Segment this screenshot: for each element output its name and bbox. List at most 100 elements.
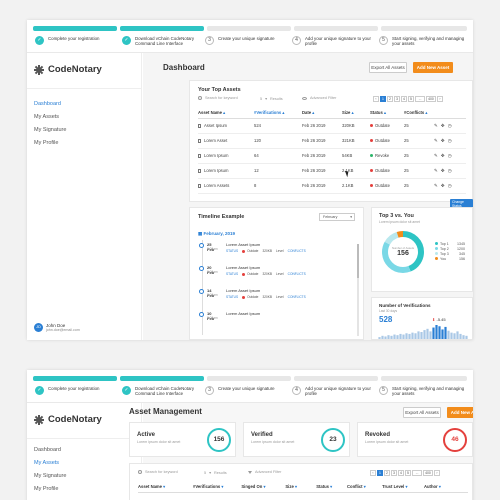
table-row[interactable]: Lorem Ipsum 12 Feb 26 2019 2.1KB Outdate 25 ✎✥… (198, 163, 466, 179)
page-button[interactable]: 5 (408, 96, 414, 102)
top3-card: Top 3 vs. You Lorem ipsum dolor sit amet… (371, 207, 473, 292)
column-header[interactable]: Size ▾ (285, 482, 317, 493)
move-icon[interactable]: ✥ (440, 167, 448, 173)
scrollbar-thumb[interactable] (357, 244, 359, 278)
move-icon[interactable]: ✥ (440, 182, 448, 188)
step-3[interactable]: 3 Create your unique signature (205, 36, 289, 45)
asset-name[interactable]: Lorem Assets (204, 183, 230, 188)
month-select[interactable]: February ▾ (319, 213, 355, 221)
scrollbar-track[interactable] (357, 244, 359, 336)
col-size[interactable]: Size ▴ (342, 108, 370, 119)
edit-icon[interactable]: ✎ (434, 152, 441, 158)
size-cell: 2.1KB (342, 178, 370, 194)
page-button[interactable]: 400 (423, 470, 433, 476)
step-5[interactable]: 5 Start signing, verifying and managing y… (379, 36, 467, 46)
page-button[interactable]: › (434, 470, 440, 476)
page-button[interactable]: › (437, 96, 443, 102)
column-header[interactable]: Status ▾ (316, 482, 347, 493)
page-button[interactable]: 2 (387, 96, 393, 102)
column-header[interactable]: Singed On ▾ (241, 482, 286, 493)
col-date[interactable]: Date ▴ (302, 108, 342, 119)
page-button[interactable]: 2 (384, 470, 390, 476)
history-icon[interactable]: ◷ (447, 122, 455, 128)
conflicts-cell: 25 (404, 118, 434, 134)
asset-name[interactable]: Asset Ipsum (204, 123, 228, 128)
table-row[interactable]: Lorem Ipsum 64 Feb 26 2019 54KB Revoke 25 ✎✥◷ (198, 148, 466, 164)
table-row[interactable]: Lorem Assets 8 Feb 26 2019 2.1KB Outdate 25 ✎✥… (198, 178, 466, 194)
results-selector[interactable]: 5 ▾ Results (204, 470, 227, 476)
page-button[interactable]: ‹ (370, 470, 376, 476)
assets-table: Asset Name ▴ #Verifications ▴ Date ▴ Siz… (198, 108, 466, 194)
verification-bar (408, 333, 411, 339)
history-icon[interactable]: ◷ (447, 137, 455, 143)
col-conflicts[interactable]: #Conflicts ▴ (404, 108, 434, 119)
add-new-asset-button[interactable]: Add New Asset (413, 62, 453, 73)
sidebar-item-my-assets[interactable]: My Assets (34, 460, 60, 466)
export-all-assets-button[interactable]: Export All Assets (369, 62, 407, 73)
results-selector[interactable]: 5 ▾ Results (260, 96, 283, 102)
sidebar-item-dashboard[interactable]: Dashboard (34, 101, 61, 107)
move-icon[interactable]: ✥ (440, 137, 448, 143)
user-profile[interactable]: JD John Doe john.doe@email.com (34, 323, 80, 332)
page-button[interactable]: ‹ (373, 96, 379, 102)
sidebar-item-my-profile[interactable]: My Profile (34, 486, 59, 492)
sidebar-item-dashboard[interactable]: Dashboard (34, 447, 61, 453)
column-header[interactable]: Trust Level ▾ (382, 482, 424, 493)
advanced-filter[interactable]: Advanced Filter (248, 470, 281, 474)
step-1[interactable]: ✓ Complete your registration (35, 386, 115, 395)
asset-name[interactable]: Lorem Ipsum (204, 153, 229, 158)
history-icon[interactable]: ◷ (447, 152, 455, 158)
page-button[interactable]: 3 (391, 470, 397, 476)
column-header[interactable]: Author ▾ (423, 482, 468, 493)
search-input[interactable]: Search for keyword (145, 470, 178, 474)
app-logo[interactable]: CodeNotary (34, 414, 102, 425)
sidebar-item-my-signature[interactable]: My Signature (34, 127, 67, 133)
table-row[interactable]: Lorem Asset 120 Feb 26 2019 321KB Outdate 25 ✎… (198, 133, 466, 149)
step-4[interactable]: 4 Add your unique signature to your profi… (292, 386, 372, 396)
edit-icon[interactable]: ✎ (434, 167, 441, 173)
col-verifications[interactable]: #Verifications ▴ (254, 108, 302, 119)
history-icon[interactable]: ◷ (447, 182, 455, 188)
page-button[interactable]: ... (415, 96, 425, 102)
asset-name[interactable]: Lorem Ipsum (204, 168, 229, 173)
page-button[interactable]: ... (412, 470, 422, 476)
export-all-assets-button[interactable]: Export All Assets (403, 407, 441, 418)
move-icon[interactable]: ✥ (440, 122, 448, 128)
move-icon[interactable]: ✥ (440, 152, 448, 158)
page-button[interactable]: 400 (426, 96, 436, 102)
col-status[interactable]: Status ▴ (370, 108, 404, 119)
column-header[interactable]: #Verifications ▾ (193, 482, 242, 493)
col-asset-name[interactable]: Asset Name ▴ (198, 108, 254, 119)
app-logo[interactable]: CodeNotary (34, 64, 102, 75)
step-5[interactable]: 5 Start signing, verifying and managing y… (379, 386, 467, 396)
edit-icon[interactable]: ✎ (434, 137, 441, 143)
page-button[interactable]: 3 (394, 96, 400, 102)
history-icon[interactable]: ◷ (447, 167, 455, 173)
advanced-filter[interactable]: Advanced Filter (302, 96, 336, 100)
step-3[interactable]: 3 Create your unique signature (205, 386, 289, 395)
sidebar-item-my-assets[interactable]: My Assets (34, 114, 60, 120)
step-1[interactable]: ✓ Complete your registration (35, 36, 115, 45)
meta-state: Outdate (242, 272, 258, 276)
search-input[interactable]: Search for keyword (205, 96, 238, 100)
sidebar-item-my-profile[interactable]: My Profile (34, 140, 59, 146)
search-box[interactable]: Search for keyword (138, 470, 178, 474)
sidebar-item-my-signature[interactable]: My Signature (34, 473, 67, 479)
asset-name[interactable]: Lorem Asset (204, 138, 228, 143)
column-header[interactable]: Conflict ▾ (346, 482, 383, 493)
page-button[interactable]: 5 (405, 470, 411, 476)
page-button[interactable]: 1 (377, 470, 383, 476)
page-button[interactable]: 1 (380, 96, 386, 102)
add-new-asset-button[interactable]: Add New Asset (447, 407, 473, 418)
step-4[interactable]: 4 Add your unique signature to your profi… (292, 36, 372, 46)
table-row[interactable]: Asset Ipsum 524 Feb 26 2019 320KB Outdate 25 ✎… (198, 118, 466, 134)
edit-icon[interactable]: ✎ (434, 122, 441, 128)
meta-status-label: STATUS (226, 249, 239, 253)
column-header[interactable]: Asset Name ▾ (138, 482, 193, 493)
step-2[interactable]: ✓ Download vChain CodeNotary Command Line… (122, 36, 202, 46)
page-button[interactable]: 4 (398, 470, 404, 476)
step-2[interactable]: ✓ Download vChain CodeNotary Command Line… (122, 386, 202, 396)
edit-icon[interactable]: ✎ (434, 182, 441, 188)
search-box[interactable]: Search for keyword (198, 96, 238, 100)
page-button[interactable]: 4 (401, 96, 407, 102)
